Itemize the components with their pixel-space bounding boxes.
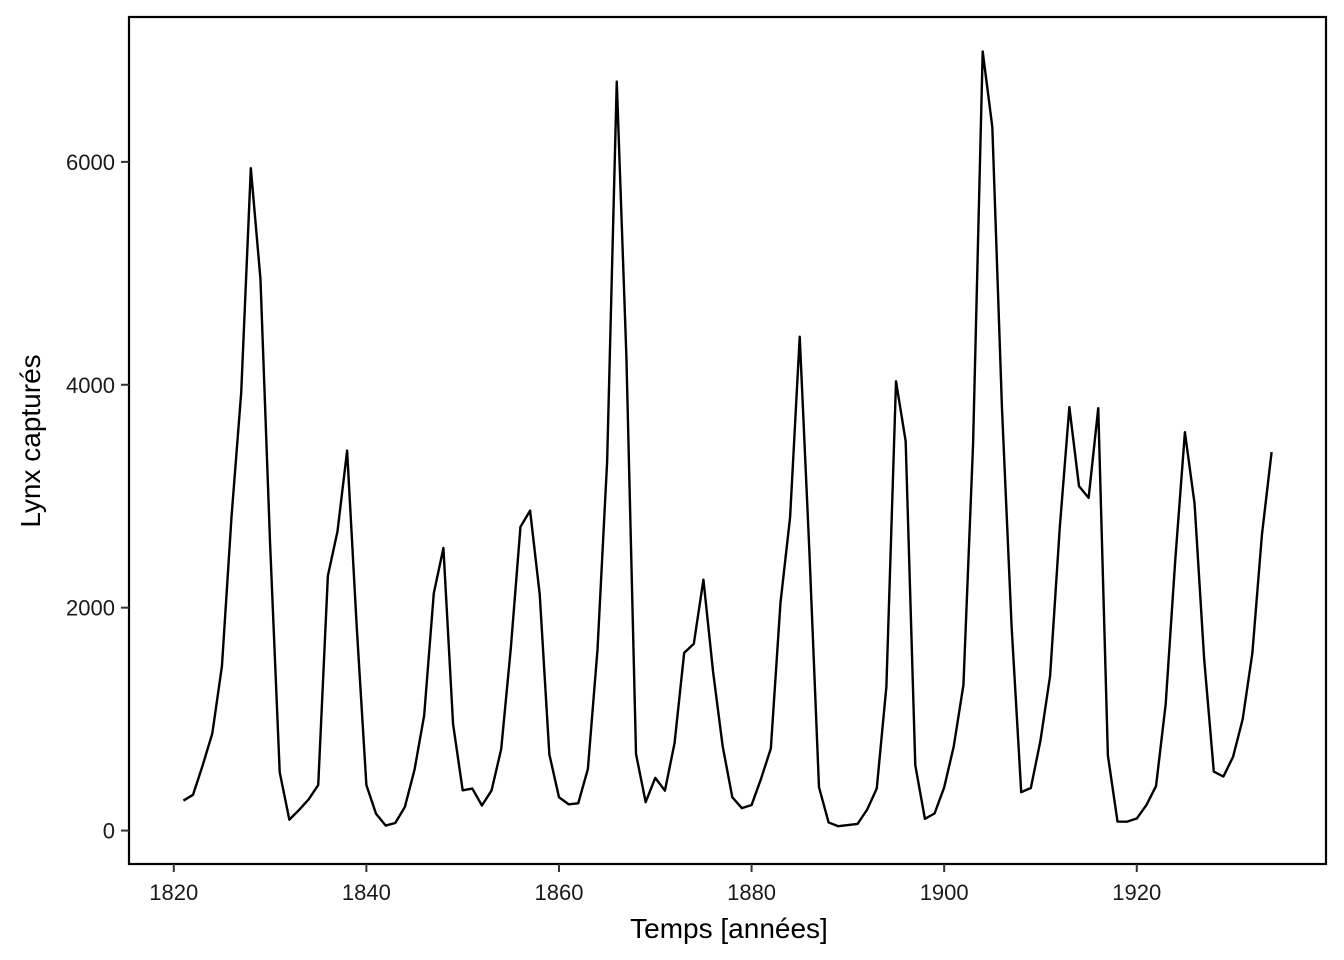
- y-tick-label: 6000: [66, 150, 115, 175]
- y-tick-label: 0: [103, 819, 115, 844]
- x-tick-label: 1880: [727, 880, 776, 905]
- x-axis-title: Temps [années]: [630, 913, 828, 944]
- x-tick-label: 1860: [534, 880, 583, 905]
- x-tick-label: 1840: [342, 880, 391, 905]
- y-axis-title: Lynx capturés: [15, 354, 46, 527]
- x-tick-label: 1820: [149, 880, 198, 905]
- x-tick-label: 1920: [1112, 880, 1161, 905]
- x-axis-ticks: 1820 1840 1860 1880 1900 1920: [149, 864, 1161, 905]
- series-line-0: [182, 50, 1273, 828]
- plot-area: [127, 15, 1328, 866]
- y-tick-label: 2000: [66, 596, 115, 621]
- y-axis-ticks: 0 2000 4000 6000: [66, 150, 129, 844]
- x-tick-label: 1900: [920, 880, 969, 905]
- plot-panel-border: [127, 15, 1328, 866]
- y-tick-label: 4000: [66, 373, 115, 398]
